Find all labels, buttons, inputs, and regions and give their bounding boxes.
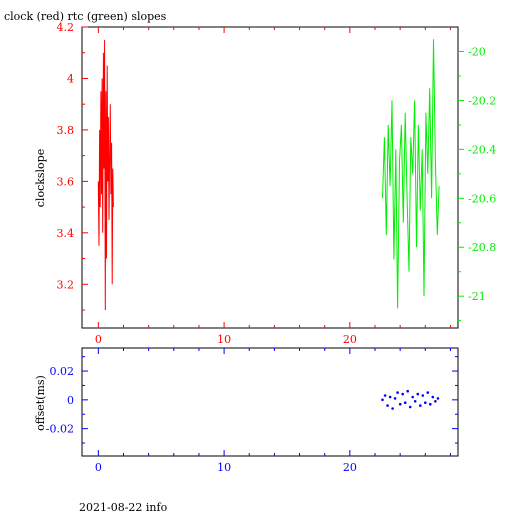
offset-point [391, 407, 394, 410]
top-x-tick-label: 10 [217, 333, 231, 346]
bottom-y-tick-label: -0.02 [46, 423, 74, 436]
offset-point [419, 404, 422, 407]
clock-slope-line [97, 39, 114, 311]
bottom-x-tick-label: 20 [343, 461, 357, 474]
bottom-x-tick-label: 0 [95, 461, 102, 474]
offset-point [388, 395, 392, 399]
top-x-tick-label: 20 [343, 333, 357, 346]
top-left-y-tick-label: 4 [67, 72, 74, 85]
bottom-x-tick-label: 10 [217, 461, 231, 474]
offset-point [416, 392, 420, 396]
top-ylabel: clockslope [34, 149, 47, 207]
bottom-y-tick-label: 0 [67, 394, 74, 407]
offset-point [381, 398, 384, 402]
offset-point [386, 404, 389, 407]
offset-point [393, 397, 397, 400]
offset-point [424, 401, 427, 405]
top-left-y-tick-label: 3.6 [57, 175, 75, 188]
offset-point [401, 392, 405, 396]
top-left-y-tick-label: 4.2 [57, 21, 75, 34]
footer-label: 2021-08-22 info [79, 501, 168, 512]
top-right-y-tick-label: -20.4 [468, 143, 496, 156]
offset-point [434, 400, 437, 403]
bottom-y-tick-label: 0.02 [50, 365, 75, 378]
offset-point [431, 395, 435, 399]
offset-point [408, 405, 412, 409]
chart-title: clock (red) rtc (green) slopes [4, 10, 167, 23]
bottom-panel: 0 10 20 -0.02 0 0.02 [46, 347, 459, 474]
bottom-frame [81, 347, 459, 457]
top-left-y-tick-label: 3.2 [57, 278, 75, 291]
offset-point [403, 401, 407, 405]
offset-point [406, 389, 410, 393]
top-right-y-tick-label: -21 [468, 290, 486, 303]
top-panel: 0 10 20 3.2 3.4 3.6 3.8 4 4.2 -21 -20.8 -20.6 -20.4 -… [57, 21, 497, 346]
top-left-y-tick-label: 3.4 [57, 227, 75, 240]
top-right-y-tick-label: -20.2 [468, 94, 496, 107]
offset-point [421, 394, 425, 397]
offset-point [426, 391, 430, 394]
offset-point [383, 394, 387, 397]
offset-point [398, 402, 402, 406]
offset-point [411, 395, 415, 399]
offset-point [413, 400, 417, 403]
offset-point [429, 402, 432, 406]
top-right-y-tick-label: -20.6 [468, 192, 496, 205]
offset-point [396, 391, 399, 394]
bottom-ylabel: offset(ms) [34, 375, 47, 431]
rtc-slope-line [382, 39, 440, 309]
top-frame [81, 26, 459, 329]
top-left-y-tick-label: 3.8 [57, 124, 75, 137]
offset-point [436, 397, 440, 400]
top-right-y-tick-label: -20 [468, 45, 486, 58]
top-right-y-tick-label: -20.8 [468, 241, 496, 254]
top-x-tick-label: 0 [95, 333, 102, 346]
